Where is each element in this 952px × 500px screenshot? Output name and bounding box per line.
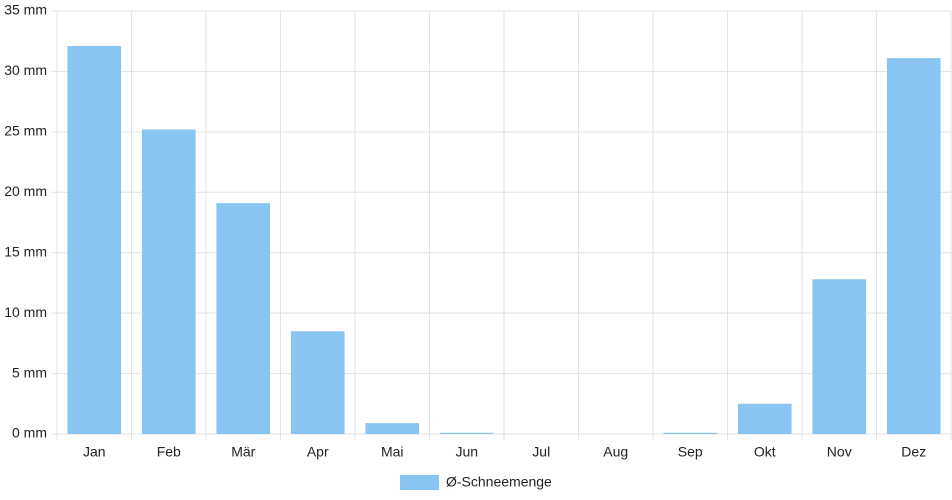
bar [663, 432, 718, 434]
bar [67, 46, 122, 434]
x-tick-label: Mär [231, 444, 255, 460]
x-tick-label: Okt [754, 444, 776, 460]
x-tick-label: Jun [455, 444, 478, 460]
bar [290, 331, 345, 434]
y-tick-label: 35 mm [4, 2, 47, 18]
x-tick-label: Jan [83, 444, 106, 460]
bar [141, 129, 196, 434]
y-tick-label: 0 mm [12, 425, 47, 441]
x-tick-label: Mai [381, 444, 404, 460]
bar [812, 279, 867, 434]
y-tick-label: 25 mm [4, 123, 47, 139]
legend-label: Ø-Schneemenge [446, 474, 552, 490]
x-tick-label: Feb [157, 444, 181, 460]
y-tick-label: 15 mm [4, 243, 47, 259]
bar [216, 203, 271, 434]
x-tick-label: Jul [532, 444, 550, 460]
bar [737, 403, 792, 434]
x-tick-label: Aug [603, 444, 628, 460]
y-tick-label: 5 mm [12, 364, 47, 380]
x-tick-label: Apr [307, 444, 329, 460]
bar [439, 432, 494, 434]
y-tick-label: 10 mm [4, 304, 47, 320]
y-tick-label: 30 mm [4, 62, 47, 78]
legend-swatch [400, 475, 439, 490]
bar [886, 58, 941, 435]
bar [365, 423, 420, 434]
y-tick-label: 20 mm [4, 183, 47, 199]
x-tick-label: Nov [827, 444, 852, 460]
x-tick-label: Dez [901, 444, 926, 460]
x-tick-label: Sep [678, 444, 703, 460]
